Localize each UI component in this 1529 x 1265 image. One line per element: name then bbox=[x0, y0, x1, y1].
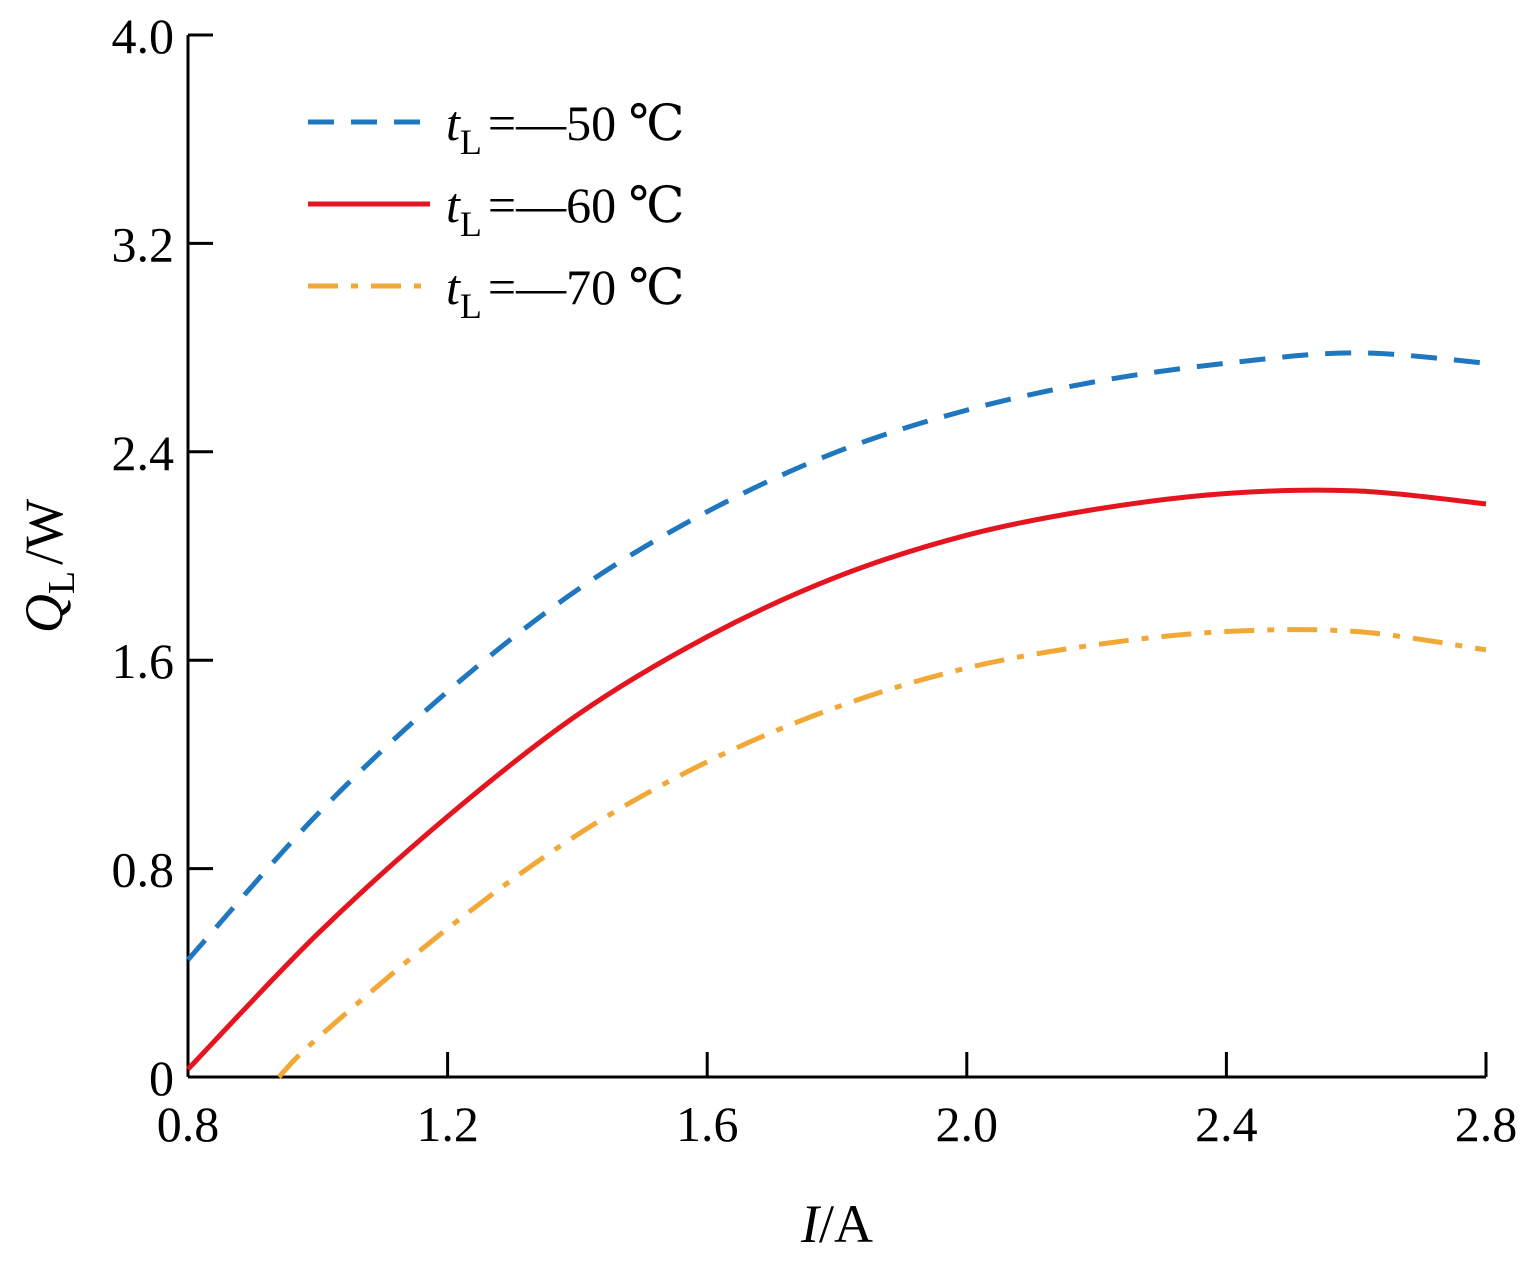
series-line-3 bbox=[277, 627, 1487, 1079]
x-axis-var: I bbox=[800, 1194, 822, 1254]
legend-rest: =—60 ℃ bbox=[488, 177, 685, 233]
x-tick-label: 2.0 bbox=[936, 1096, 999, 1152]
y-axis-sep: / bbox=[14, 550, 74, 565]
legend-rest: =—70 ℃ bbox=[488, 259, 685, 315]
x-tick-label: 2.8 bbox=[1455, 1096, 1518, 1152]
y-axis-var: Q bbox=[14, 594, 74, 633]
x-tick-label: 2.4 bbox=[1195, 1096, 1258, 1152]
x-axis-title: I/A bbox=[800, 1194, 873, 1254]
y-axis-sub: L bbox=[41, 571, 83, 594]
legend-sub: L bbox=[460, 122, 482, 162]
legend-rest: =—50 ℃ bbox=[488, 95, 685, 151]
legend-sub: L bbox=[460, 204, 482, 244]
y-tick-label: 2.4 bbox=[112, 425, 175, 481]
y-axis-title: QL /W bbox=[14, 499, 83, 633]
legend-var: t bbox=[446, 95, 461, 151]
y-axis-unit: W bbox=[14, 499, 74, 550]
axis-titles: I/A QL/W bbox=[14, 499, 873, 1254]
y-tick-label: 4.0 bbox=[112, 8, 175, 64]
legend-label-1: tL =—50 ℃ bbox=[446, 95, 685, 162]
y-tick-label: 0.8 bbox=[112, 842, 175, 898]
axes: 0.8 1.2 1.6 2.0 2.4 2.800.81.62.43.24.0 bbox=[112, 8, 1518, 1152]
legend-var: t bbox=[446, 259, 461, 315]
x-tick-label: 0.8 bbox=[157, 1096, 220, 1152]
legend-label-3: tL =—70 ℃ bbox=[446, 259, 685, 326]
legend-sub: L bbox=[460, 286, 482, 326]
x-axis-sep: / bbox=[819, 1194, 834, 1254]
series-line-2 bbox=[186, 487, 1487, 1071]
y-tick-label: 3.2 bbox=[112, 216, 175, 272]
x-tick-label: 1.6 bbox=[676, 1096, 739, 1152]
series-line-1 bbox=[186, 350, 1487, 962]
legend-var: t bbox=[446, 177, 461, 233]
series-group bbox=[186, 350, 1487, 1079]
legend: tL =—50 ℃tL =—60 ℃tL =—70 ℃ bbox=[308, 95, 685, 326]
y-tick-label: 1.6 bbox=[112, 633, 175, 689]
y-tick-label: 0 bbox=[149, 1050, 174, 1106]
x-tick-label: 1.2 bbox=[416, 1096, 479, 1152]
x-axis-unit: A bbox=[834, 1194, 873, 1254]
legend-label-2: tL =—60 ℃ bbox=[446, 177, 685, 244]
